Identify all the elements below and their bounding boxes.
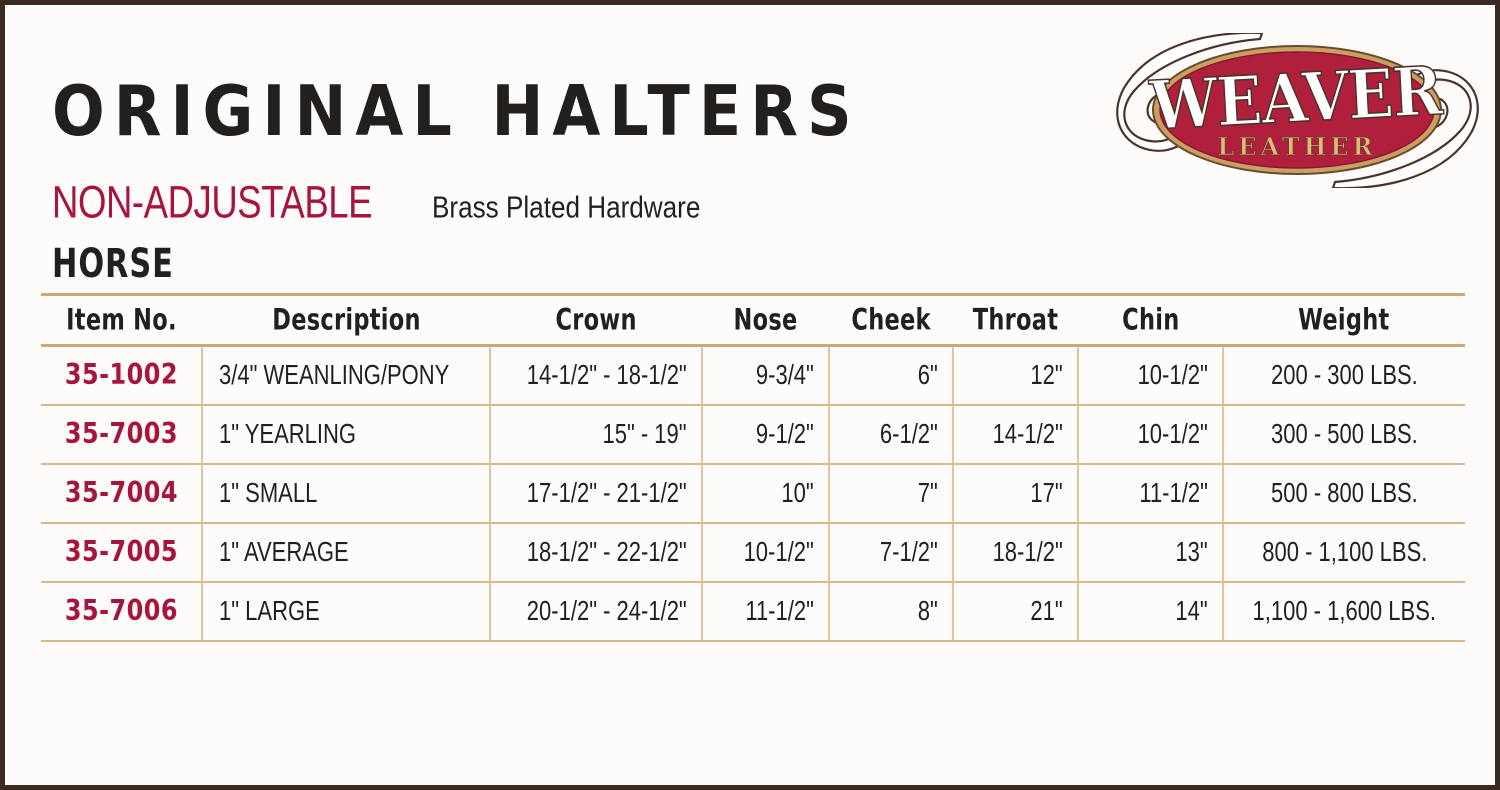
cell-throat: 14-1/2" (953, 405, 1079, 465)
column-header-crown: Crown (490, 293, 702, 347)
cell-weight: 800 - 1,100 LBS. (1223, 523, 1465, 583)
cell-crown: 14-1/2" - 18-1/2" (490, 345, 703, 406)
cell-cheek: 7" (829, 464, 954, 524)
cell-chin: 10-1/2" (1078, 345, 1224, 406)
cell-chin: 11-1/2" (1078, 464, 1224, 524)
subtitle-adjustability: NON-ADJUSTABLE (52, 176, 373, 228)
column-header-chin: Chin (1078, 293, 1223, 347)
cell-description: 3/4" WEANLING/PONY (202, 345, 491, 406)
spec-table-body: 35-1002 3/4" WEANLING/PONY 14-1/2" - 18-… (41, 345, 1465, 642)
cell-chin: 14" (1078, 582, 1224, 642)
cell-nose: 10" (702, 464, 830, 524)
cell-throat: 21" (953, 582, 1079, 642)
logo-oval-fill (1159, 51, 1435, 169)
cell-nose: 9-3/4" (702, 345, 830, 406)
spec-table-wrapper: Item No. Description Crown Nose Cheek Th… (41, 293, 1465, 642)
cell-nose: 11-1/2" (702, 582, 830, 642)
cell-throat: 12" (953, 345, 1079, 406)
table-row: 35-7004 1" SMALL 17-1/2" - 21-1/2" 10" 7… (41, 464, 1465, 524)
subtitle-hardware: Brass Plated Hardware (431, 191, 701, 226)
cell-crown: 20-1/2" - 24-1/2" (490, 582, 703, 642)
spec-table: Item No. Description Crown Nose Cheek Th… (41, 293, 1465, 642)
column-header-throat: Throat (953, 293, 1078, 347)
cell-nose: 10-1/2" (702, 523, 830, 583)
cell-chin: 10-1/2" (1078, 405, 1224, 465)
cell-weight: 300 - 500 LBS. (1223, 405, 1465, 465)
cell-item-no: 35-7003 (41, 405, 203, 465)
weaver-leather-logo: WEAVER LEATHER (1110, 33, 1485, 188)
cell-weight: 200 - 300 LBS. (1223, 345, 1465, 406)
cell-crown: 15" - 19" (490, 405, 703, 465)
svg-text:WEAVER: WEAVER (1147, 52, 1445, 146)
cell-description: 1" SMALL (202, 464, 491, 524)
cell-cheek: 7-1/2" (829, 523, 954, 583)
cell-nose: 9-1/2" (702, 405, 830, 465)
section-title-horse: HORSE (52, 239, 174, 287)
column-header-weight: Weight (1223, 293, 1465, 347)
table-row: 35-7006 1" LARGE 20-1/2" - 24-1/2" 11-1/… (41, 582, 1465, 642)
cell-cheek: 6" (829, 345, 954, 406)
logo-brand-text: WEAVER (1147, 51, 1447, 147)
page-title: ORIGINAL HALTERS (52, 70, 861, 153)
column-header-cheek: Cheek (829, 293, 953, 347)
cell-item-no: 35-1002 (41, 345, 203, 406)
cell-crown: 18-1/2" - 22-1/2" (490, 523, 703, 583)
table-row: 35-1002 3/4" WEANLING/PONY 14-1/2" - 18-… (41, 345, 1465, 406)
cell-description: 1" YEARLING (202, 405, 491, 465)
cell-weight: 1,100 - 1,600 LBS. (1223, 582, 1465, 642)
cell-throat: 18-1/2" (953, 523, 1079, 583)
cell-chin: 13" (1078, 523, 1224, 583)
cell-weight: 500 - 800 LBS. (1223, 464, 1465, 524)
svg-text:LEATHER: LEATHER (1217, 132, 1376, 161)
cell-throat: 17" (953, 464, 1079, 524)
cell-cheek: 8" (829, 582, 954, 642)
cell-description: 1" AVERAGE (202, 523, 491, 583)
cell-item-no: 35-7004 (41, 464, 203, 524)
table-row: 35-7003 1" YEARLING 15" - 19" 9-1/2" 6-1… (41, 405, 1465, 465)
spec-table-head: Item No. Description Crown Nose Cheek Th… (41, 293, 1465, 347)
table-header-row: Item No. Description Crown Nose Cheek Th… (41, 293, 1465, 347)
logo-brand-sub-text: LEATHER (1217, 132, 1376, 162)
cell-item-no: 35-7005 (41, 523, 203, 583)
column-header-description: Description (202, 293, 490, 347)
subtitle-row: NON-ADJUSTABLE Brass Plated Hardware (52, 176, 730, 228)
cell-cheek: 6-1/2" (829, 405, 954, 465)
cell-description: 1" LARGE (202, 582, 491, 642)
table-row: 35-7005 1" AVERAGE 18-1/2" - 22-1/2" 10-… (41, 523, 1465, 583)
cell-crown: 17-1/2" - 21-1/2" (490, 464, 703, 524)
column-header-nose: Nose (702, 293, 829, 347)
column-header-item-no: Item No. (41, 293, 202, 347)
cell-item-no: 35-7006 (41, 582, 203, 642)
